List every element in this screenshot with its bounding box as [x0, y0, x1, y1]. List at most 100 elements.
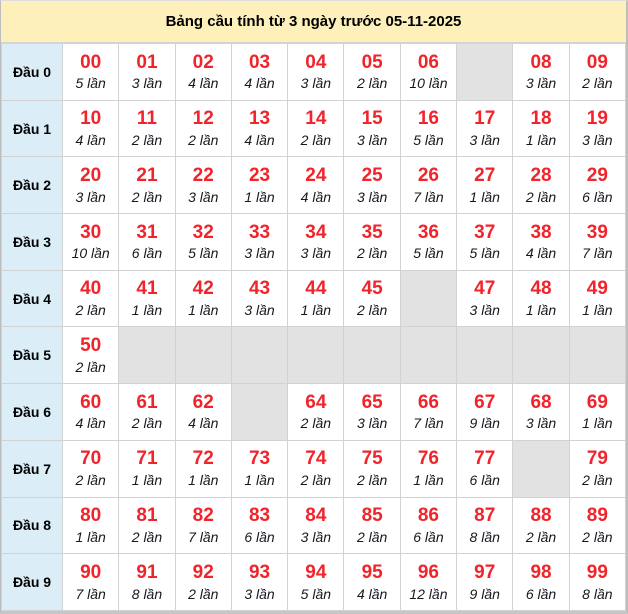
pair-number: 10 — [80, 108, 102, 130]
pair-cell: 70 2 lần — [61, 439, 120, 498]
pair-cell: 09 2 lần — [568, 43, 627, 101]
pair-number: 80 — [80, 505, 102, 527]
pair-cell: 24 4 lần — [287, 156, 345, 215]
pair-count: 5 lần — [188, 245, 219, 262]
pair-cell: 17 3 lần — [456, 99, 514, 158]
pair-number: 45 — [361, 278, 383, 300]
pair-number: 82 — [192, 505, 214, 527]
pair-cell: 50 2 lần — [61, 326, 120, 385]
pair-count: 1 lần — [582, 415, 613, 432]
table-row: Đầu 5 50 2 lần — [1, 326, 627, 385]
pair-count: 5 lần — [469, 245, 500, 262]
pair-cell: 61 2 lần — [118, 383, 176, 441]
pair-number: 67 — [474, 391, 496, 413]
pair-number: 00 — [80, 51, 102, 73]
pair-number: 37 — [474, 221, 496, 243]
pair-cell: 68 3 lần — [512, 383, 570, 441]
pair-cell: 40 2 lần — [61, 269, 120, 328]
pair-number: 34 — [305, 221, 327, 243]
pair-count: 9 lần — [469, 585, 500, 602]
pair-number: 12 — [192, 108, 214, 130]
pair-cell: 16 5 lần — [399, 99, 458, 158]
pair-count: 2 lần — [356, 472, 388, 489]
pair-number: 65 — [361, 391, 383, 413]
pair-number: 22 — [192, 164, 214, 186]
pair-count: 4 lần — [188, 415, 219, 432]
pair-cell: 21 2 lần — [118, 156, 176, 215]
pair-number: 19 — [586, 108, 608, 130]
pair-cell: 42 1 lần — [174, 269, 232, 328]
pair-number: 39 — [586, 221, 608, 243]
pair-number: 09 — [586, 51, 608, 73]
pair-count: 1 lần — [75, 528, 106, 545]
pair-number: 92 — [192, 561, 214, 583]
pair-count: 4 lần — [356, 585, 388, 602]
pair-count: 8 lần — [582, 585, 613, 602]
pair-cell: 73 1 lần — [230, 439, 289, 498]
pair-number: 68 — [530, 391, 552, 413]
pair-count: 1 lần — [131, 302, 163, 319]
row-header: Đầu 1 — [1, 99, 63, 158]
pair-count: 2 lần — [582, 472, 613, 489]
row-header: Đầu 9 — [1, 553, 63, 611]
pair-count: 3 lần — [356, 415, 388, 432]
pair-count: 1 lần — [300, 302, 332, 319]
pair-count: 1 lần — [244, 188, 275, 205]
pair-cell: 95 4 lần — [343, 553, 401, 611]
pair-count: 1 lần — [525, 302, 557, 319]
pair-cell: 02 4 lần — [174, 43, 232, 101]
pair-count: 3 lần — [244, 302, 275, 319]
pair-cell: 94 5 lần — [287, 553, 345, 611]
pair-number: 14 — [305, 108, 327, 130]
pair-number: 44 — [305, 278, 327, 300]
pair-number: 21 — [136, 164, 158, 186]
pair-cell: 62 4 lần — [174, 383, 232, 441]
pair-number: 40 — [80, 278, 102, 300]
pair-number: 60 — [80, 391, 102, 413]
empty-cell — [456, 326, 514, 385]
pair-cell: 06 10 lần — [399, 43, 458, 101]
pair-number: 89 — [586, 505, 608, 527]
empty-cell — [230, 383, 289, 441]
pair-count: 2 lần — [188, 585, 219, 602]
pair-number: 94 — [305, 561, 327, 583]
pair-cell: 03 4 lần — [230, 43, 289, 101]
pair-number: 85 — [361, 505, 383, 527]
pair-cell: 39 7 lần — [568, 213, 627, 271]
pair-count: 3 lần — [244, 245, 275, 262]
pair-count: 7 lần — [188, 528, 219, 545]
pair-number: 74 — [305, 448, 327, 470]
pair-cell: 44 1 lần — [287, 269, 345, 328]
pair-number: 33 — [248, 221, 271, 243]
pair-number: 79 — [586, 448, 608, 470]
pair-number: 50 — [80, 334, 102, 356]
table-row: Đầu 3 30 10 lần 31 6 lần 32 5 lần 33 3 lần 34 3 lầ… — [1, 213, 627, 271]
empty-cell — [230, 326, 289, 385]
pair-cell: 67 9 lần — [456, 383, 514, 441]
pair-cell: 38 4 lần — [512, 213, 570, 271]
pair-count: 7 lần — [413, 188, 444, 205]
pair-count: 3 lần — [525, 75, 557, 92]
pair-count: 7 lần — [582, 245, 613, 262]
table-row: Đầu 4 40 2 lần 41 1 lần 42 1 lần 43 3 lần 44 1 lần… — [1, 269, 627, 328]
pair-number: 84 — [305, 505, 327, 527]
pair-cell: 84 3 lần — [287, 496, 345, 555]
pair-count: 1 lần — [525, 132, 557, 149]
pair-number: 93 — [248, 561, 271, 583]
pair-cell: 87 8 lần — [456, 496, 514, 555]
empty-cell — [512, 439, 570, 498]
table-row: Đầu 2 20 3 lần 21 2 lần 22 3 lần 23 1 lần 24 4 lần… — [1, 156, 627, 215]
pair-count: 2 lần — [356, 75, 388, 92]
pair-cell: 01 3 lần — [118, 43, 176, 101]
pair-cell: 69 1 lần — [568, 383, 627, 441]
pair-cell: 31 6 lần — [118, 213, 176, 271]
pair-count: 10 lần — [71, 245, 110, 262]
pair-cell: 23 1 lần — [230, 156, 289, 215]
pair-count: 3 lần — [300, 75, 332, 92]
pair-cell: 99 8 lần — [568, 553, 627, 611]
pair-number: 69 — [586, 391, 608, 413]
pair-count: 2 lần — [582, 528, 613, 545]
pair-count: 1 lần — [188, 472, 219, 489]
pair-count: 2 lần — [582, 75, 613, 92]
pair-number: 04 — [305, 51, 327, 73]
